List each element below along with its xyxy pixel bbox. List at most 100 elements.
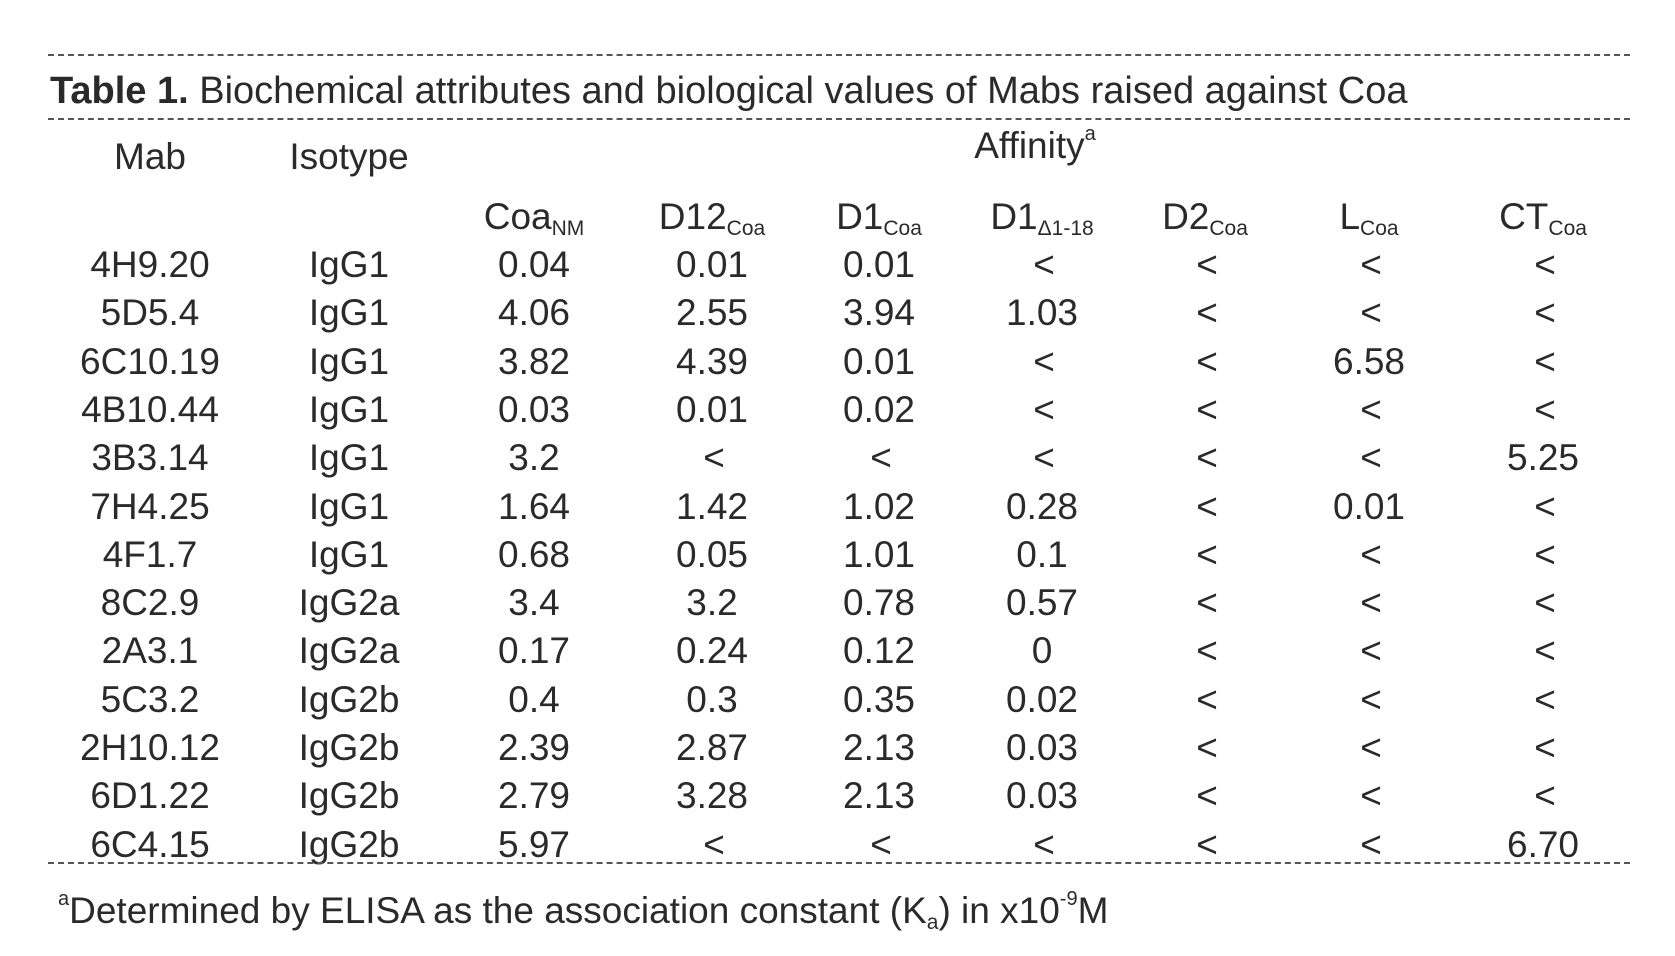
affinity-cell: 3.28 [676, 777, 748, 814]
affinity-cell: < [1534, 632, 1556, 669]
affinity-cell: 0.4 [508, 681, 559, 718]
affinity-cell: 0 [1032, 632, 1053, 669]
isotype-cell: IgG1 [309, 294, 389, 331]
affinity-cell: 0.03 [1006, 729, 1078, 766]
footnote: aDetermined by ELISA as the association … [58, 888, 1108, 935]
affinity-cell: 5.25 [1507, 439, 1579, 476]
column-subscript: Coa [1548, 217, 1587, 240]
mab-cell: 5C3.2 [101, 681, 200, 718]
affinity-cell: 0.01 [843, 246, 915, 283]
column-name: D1 [836, 196, 883, 237]
column-name: Coa [484, 196, 552, 237]
affinity-cell: < [1360, 681, 1382, 718]
affinity-cell: 0.57 [1006, 584, 1078, 621]
affinity-cell: 0.04 [498, 246, 570, 283]
affinity-cell: 2.13 [843, 777, 915, 814]
affinity-cell: 2.87 [676, 729, 748, 766]
affinity-cell: < [1196, 294, 1218, 331]
affinity-cell: < [1196, 536, 1218, 573]
isotype-cell: IgG1 [309, 536, 389, 573]
affinity-cell: < [1360, 584, 1382, 621]
column-name: D1 [990, 196, 1037, 237]
affinity-cell: 0.3 [686, 681, 737, 718]
caption-text: Biochemical attributes and biological va… [199, 70, 1407, 112]
affinity-cell: 1.02 [843, 488, 915, 525]
affinity-cell: 0.28 [1006, 488, 1078, 525]
isotype-cell: IgG1 [309, 439, 389, 476]
header-column: D12Coa [659, 198, 765, 239]
affinity-cell: < [1196, 826, 1218, 863]
affinity-cell: 0.17 [498, 632, 570, 669]
column-subscript: Coa [1209, 217, 1248, 240]
affinity-cell: < [1360, 439, 1382, 476]
isotype-cell: IgG1 [309, 391, 389, 428]
affinity-cell: < [1033, 439, 1055, 476]
affinity-cell: < [1360, 729, 1382, 766]
table-label: Table 1. [50, 70, 189, 112]
affinity-cell: < [1534, 294, 1556, 331]
affinity-cell: 0.01 [676, 391, 748, 428]
affinity-cell: < [703, 439, 725, 476]
caption-rule [48, 118, 1630, 120]
header-column: D1Coa [836, 198, 922, 239]
affinity-cell: < [1534, 488, 1556, 525]
affinity-cell: < [1360, 246, 1382, 283]
affinity-cell: < [1196, 584, 1218, 621]
affinity-cell: 0.03 [498, 391, 570, 428]
isotype-cell: IgG2b [299, 826, 400, 863]
affinity-cell: < [703, 826, 725, 863]
affinity-cell: 6.58 [1333, 343, 1405, 380]
footnote-text-3: M [1078, 890, 1109, 931]
affinity-cell: 3.2 [686, 584, 737, 621]
affinity-cell: < [1360, 826, 1382, 863]
affinity-cell: 3.2 [508, 439, 559, 476]
affinity-cell: 0.1 [1016, 536, 1067, 573]
affinity-cell: 2.39 [498, 729, 570, 766]
footnote-text-2: ) in x10 [938, 890, 1059, 931]
affinity-cell: 0.02 [1006, 681, 1078, 718]
mab-cell: 5D5.4 [101, 294, 200, 331]
affinity-cell: 5.97 [498, 826, 570, 863]
affinity-cell: 0.24 [676, 632, 748, 669]
affinity-cell: 0.35 [843, 681, 915, 718]
affinity-cell: 4.39 [676, 343, 748, 380]
isotype-cell: IgG1 [309, 488, 389, 525]
affinity-cell: < [1360, 294, 1382, 331]
column-subscript: NM [552, 217, 585, 240]
affinity-cell: < [1196, 488, 1218, 525]
affinity-cell: < [870, 826, 892, 863]
isotype-cell: IgG2b [299, 681, 400, 718]
isotype-cell: IgG1 [309, 343, 389, 380]
affinity-cell: < [1360, 777, 1382, 814]
top-rule [48, 54, 1630, 56]
column-subscript: Coa [727, 217, 766, 240]
affinity-cell: 0.03 [1006, 777, 1078, 814]
affinity-cell: 3.82 [498, 343, 570, 380]
affinity-cell: 2.79 [498, 777, 570, 814]
header-column: LCoa [1339, 198, 1398, 239]
affinity-cell: 0.01 [676, 246, 748, 283]
affinity-cell: 1.03 [1006, 294, 1078, 331]
affinity-cell: < [1033, 246, 1055, 283]
table-caption: Table 1. Biochemical attributes and biol… [50, 70, 1407, 113]
affinity-cell: 4.06 [498, 294, 570, 331]
header-column: D2Coa [1162, 198, 1248, 239]
affinity-cell: < [1196, 439, 1218, 476]
mab-cell: 6C4.15 [90, 826, 209, 863]
affinity-cell: < [1534, 681, 1556, 718]
isotype-cell: IgG1 [309, 246, 389, 283]
affinity-cell: 6.70 [1507, 826, 1579, 863]
affinity-footnote-marker: a [1085, 123, 1096, 145]
affinity-cell: < [1196, 681, 1218, 718]
bottom-rule [48, 862, 1630, 864]
mab-cell: 2A3.1 [102, 632, 199, 669]
mab-cell: 6D1.22 [90, 777, 209, 814]
affinity-cell: < [1534, 391, 1556, 428]
footnote-sub: a [927, 911, 939, 934]
affinity-cell: < [1534, 536, 1556, 573]
affinity-cell: < [1534, 246, 1556, 283]
affinity-cell: 1.42 [676, 488, 748, 525]
mab-cell: 4B10.44 [81, 391, 219, 428]
affinity-cell: 0.02 [843, 391, 915, 428]
header-mab: Mab [114, 138, 186, 175]
